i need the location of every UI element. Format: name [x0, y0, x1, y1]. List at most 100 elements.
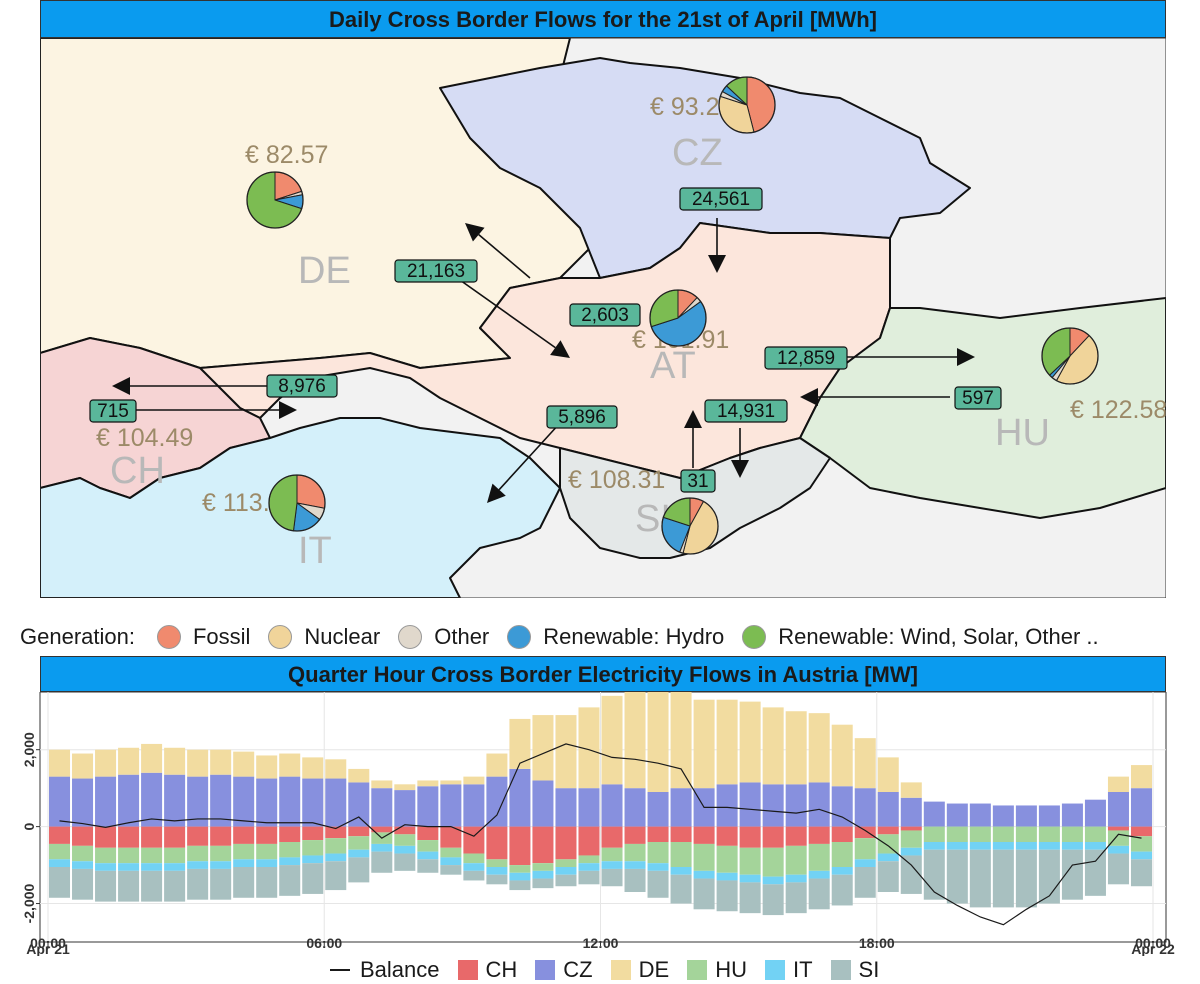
bar-segment-si — [578, 870, 600, 885]
bar-segment-cz — [555, 788, 577, 827]
legend-label-hydro: Renewable: Hydro — [543, 624, 725, 649]
bar-segment-si — [118, 870, 140, 902]
bar-segment-cz — [348, 782, 370, 827]
bar-segment-de — [118, 747, 140, 775]
bar-segment-cz — [1107, 792, 1129, 827]
map-title: Daily Cross Border Flows for the 21st of… — [40, 0, 1166, 38]
bar-segment-hu — [831, 842, 853, 867]
flow-label: 21,163 — [407, 261, 465, 282]
bar-segment-it — [1038, 842, 1060, 850]
bar-segment-it — [854, 859, 876, 867]
flow-si-to-at: 14,931 — [684, 399, 788, 468]
balance-line-key — [330, 969, 350, 971]
bar-segment-si — [854, 867, 876, 898]
bar-segment-ch — [670, 826, 692, 842]
price-de: € 82.57 — [245, 141, 328, 169]
flow-arrowhead-icon — [487, 483, 506, 503]
bar-segment-ch — [601, 826, 623, 848]
bar-segment-it — [348, 849, 370, 858]
legend-item-hydro: Renewable: Hydro — [507, 624, 724, 650]
flow-arrowhead-icon — [465, 223, 485, 242]
chart-bars — [49, 692, 1152, 926]
bar-segment-cz — [532, 780, 554, 827]
bar-segment-hu — [1084, 826, 1106, 842]
bar-segment-hu — [210, 845, 232, 862]
bar-segment-it — [900, 847, 922, 856]
bar-segment-hu — [394, 834, 416, 846]
bar-segment-ch — [394, 826, 416, 835]
bar-segment-it — [210, 861, 232, 869]
bar-segment-si — [808, 878, 830, 910]
bar-segment-cz — [95, 776, 117, 827]
bar-segment-it — [739, 874, 761, 883]
bar-segment-it — [141, 863, 163, 871]
bar-segment-cz — [900, 797, 922, 827]
x-tick-date-label: Apr 21 — [26, 941, 70, 956]
bar-segment-si — [394, 853, 416, 871]
bar-segment-it — [440, 857, 462, 866]
pie-hu — [1041, 327, 1099, 385]
bar-segment-cz — [233, 776, 255, 827]
bar-segment-hu — [417, 840, 439, 852]
bar-segment-it — [877, 853, 899, 862]
bar-segment-si — [624, 868, 646, 892]
bar-segment-it — [578, 863, 600, 871]
flow-label: 5,896 — [558, 407, 606, 428]
legend-label-cz: CZ — [563, 957, 593, 982]
bar-segment-hu — [1061, 826, 1083, 842]
bar-segment-cz — [831, 786, 853, 827]
bar-segment-si — [762, 884, 784, 916]
bar-segment-it — [118, 863, 140, 871]
bar-segment-si — [693, 878, 715, 910]
bar-segment-cz — [647, 792, 669, 827]
cz-swatch — [535, 960, 556, 980]
bar-segment-cz — [808, 782, 830, 827]
bar-segment-de — [394, 784, 416, 791]
flow-arrow-line — [478, 234, 531, 279]
bar-segment-de — [49, 749, 71, 777]
bar-segment-ch — [187, 826, 209, 846]
bar-segment-si — [647, 870, 669, 898]
bar-segment-de — [141, 743, 163, 773]
price-ch: € 104.49 — [96, 424, 193, 452]
bar-segment-ch — [877, 826, 899, 835]
bar-segment-it — [693, 870, 715, 879]
legend-label-wind-solar: Renewable: Wind, Solar, Other .. — [778, 624, 1099, 649]
flow-label-box — [89, 399, 137, 423]
legend-label-si: SI — [858, 957, 880, 982]
bar-segment-de — [693, 699, 715, 789]
x-tick-label: 00:00 — [1135, 935, 1171, 951]
bar-segment-de — [210, 749, 232, 775]
bar-segment-ch — [164, 826, 186, 848]
bar-segment-it — [509, 872, 531, 881]
flow-cz-to-at: 24,561 — [679, 187, 763, 273]
bar-segment-si — [371, 851, 393, 873]
bar-segment-it — [1061, 842, 1083, 850]
bar-segment-de — [877, 757, 899, 792]
bar-segment-hu — [877, 834, 899, 854]
bar-segment-si — [72, 868, 94, 900]
y-tick-label: -2,000 — [21, 883, 37, 923]
bar-segment-si — [440, 865, 462, 875]
bar-segment-hu — [946, 826, 968, 842]
flow-ch-to-at: 715 — [89, 399, 297, 423]
bar-segment-ch — [900, 826, 922, 831]
country-code-it: IT — [298, 530, 332, 572]
bar-segment-hu — [279, 842, 301, 858]
flow-label-box — [394, 259, 478, 283]
bar-segment-cz — [762, 784, 784, 827]
bar-segment-de — [463, 776, 485, 785]
bar-segment-hu — [325, 838, 347, 854]
flow-label: 14,931 — [717, 401, 775, 422]
bar-segment-it — [670, 867, 692, 875]
bar-segment-cz — [1130, 788, 1152, 827]
flow-label: 12,859 — [777, 348, 835, 369]
flow-label-box — [680, 469, 716, 493]
bar-segment-it — [1015, 842, 1037, 850]
bar-segment-hu — [739, 847, 761, 875]
bar-segment-hu — [624, 843, 646, 862]
bar-segment-si — [302, 863, 324, 894]
bar-segment-de — [325, 759, 347, 779]
legend-item-it: IT — [764, 957, 813, 983]
bar-segment-ch — [463, 826, 485, 854]
